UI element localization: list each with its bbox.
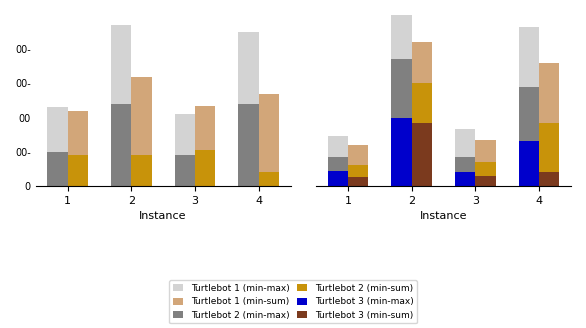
Bar	[239, 104, 258, 186]
Bar	[475, 140, 496, 162]
Bar	[455, 130, 475, 157]
Bar	[258, 93, 279, 172]
X-axis label: Instance: Instance	[420, 211, 467, 221]
Bar	[519, 141, 539, 186]
Legend: Turtlebot 1 (min-max), Turtlebot 1 (min-sum), Turtlebot 2 (min-max), Turtlebot 2: Turtlebot 1 (min-max), Turtlebot 1 (min-…	[169, 280, 417, 323]
Bar	[328, 136, 348, 157]
Bar	[412, 83, 432, 123]
X-axis label: Instance: Instance	[139, 211, 187, 221]
Bar	[239, 32, 258, 104]
Bar	[455, 172, 475, 186]
Bar	[475, 175, 496, 186]
Bar	[175, 155, 195, 186]
Bar	[131, 155, 152, 186]
Bar	[258, 172, 279, 186]
Bar	[519, 87, 539, 141]
Bar	[328, 171, 348, 186]
Bar	[539, 172, 560, 186]
Bar	[391, 59, 412, 117]
Bar	[475, 162, 496, 175]
Bar	[195, 106, 215, 150]
Bar	[111, 104, 131, 186]
Bar	[111, 25, 131, 104]
Bar	[175, 114, 195, 155]
Bar	[455, 157, 475, 172]
Bar	[348, 177, 369, 186]
Bar	[539, 123, 560, 172]
Bar	[328, 157, 348, 171]
Bar	[47, 152, 67, 186]
Bar	[195, 150, 215, 186]
Bar	[67, 155, 88, 186]
Bar	[131, 76, 152, 155]
Bar	[391, 117, 412, 186]
Bar	[67, 111, 88, 155]
Bar	[519, 27, 539, 87]
Bar	[412, 123, 432, 186]
Bar	[412, 42, 432, 83]
Bar	[47, 107, 67, 152]
Bar	[348, 165, 369, 177]
Bar	[539, 63, 560, 123]
Bar	[391, 0, 412, 59]
Bar	[348, 145, 369, 165]
